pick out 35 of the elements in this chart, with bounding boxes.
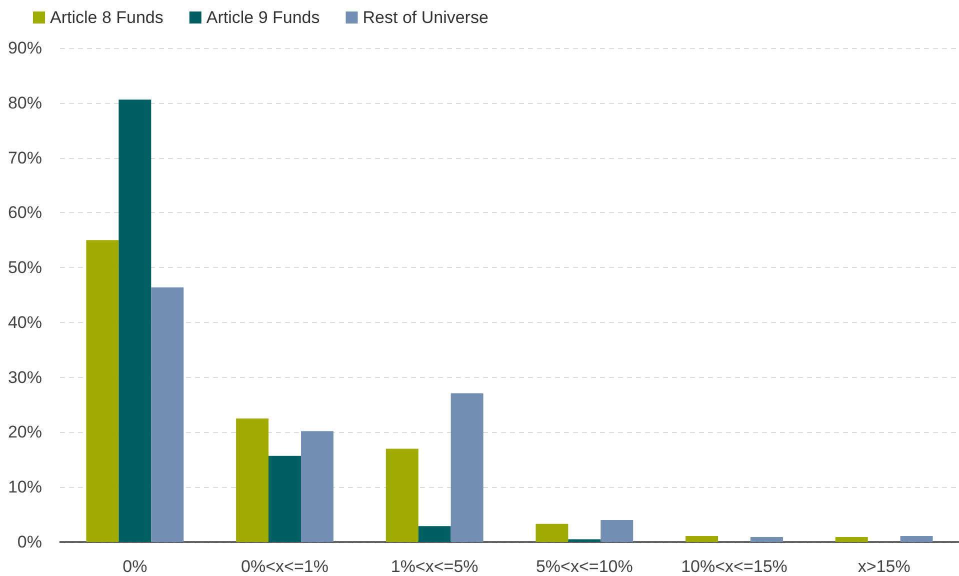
bar (151, 287, 184, 542)
legend-label: Article 9 Funds (206, 8, 320, 27)
bar (536, 524, 568, 542)
x-tick-label: 5%<x<=10% (536, 557, 633, 576)
x-tick-label: x>15% (858, 557, 910, 576)
x-tick-label: 0% (122, 557, 148, 576)
y-tick-label: 20% (8, 422, 42, 442)
bar (835, 537, 868, 542)
bar (568, 539, 601, 542)
y-tick-label: 0% (17, 532, 42, 552)
x-tick-label: 1%<x<=5% (390, 557, 478, 576)
y-tick-label: 60% (8, 203, 42, 222)
bar (300, 431, 334, 542)
bar (600, 520, 634, 542)
bar (118, 100, 152, 542)
bar (686, 536, 718, 542)
y-tick-label: 40% (8, 312, 42, 332)
y-tick-label: 70% (8, 148, 42, 168)
bar (900, 536, 933, 542)
bar (236, 418, 269, 542)
x-tick-label: 10%<x<=15% (681, 557, 788, 576)
y-tick-label: 30% (8, 368, 42, 387)
x-tick-label: 0%<x<=1% (241, 557, 328, 576)
bar (86, 240, 119, 542)
y-tick-label: 10% (8, 478, 42, 497)
bar (268, 456, 301, 542)
bar (386, 448, 418, 542)
legend-label: Article 8 Funds (50, 8, 164, 27)
y-tick-label: 50% (8, 258, 42, 278)
bar (418, 526, 451, 542)
bar (750, 537, 783, 542)
legend-label: Rest of Universe (362, 8, 488, 27)
bar (450, 393, 484, 542)
y-tick-label: 80% (8, 93, 42, 112)
y-tick-label: 90% (8, 38, 42, 58)
